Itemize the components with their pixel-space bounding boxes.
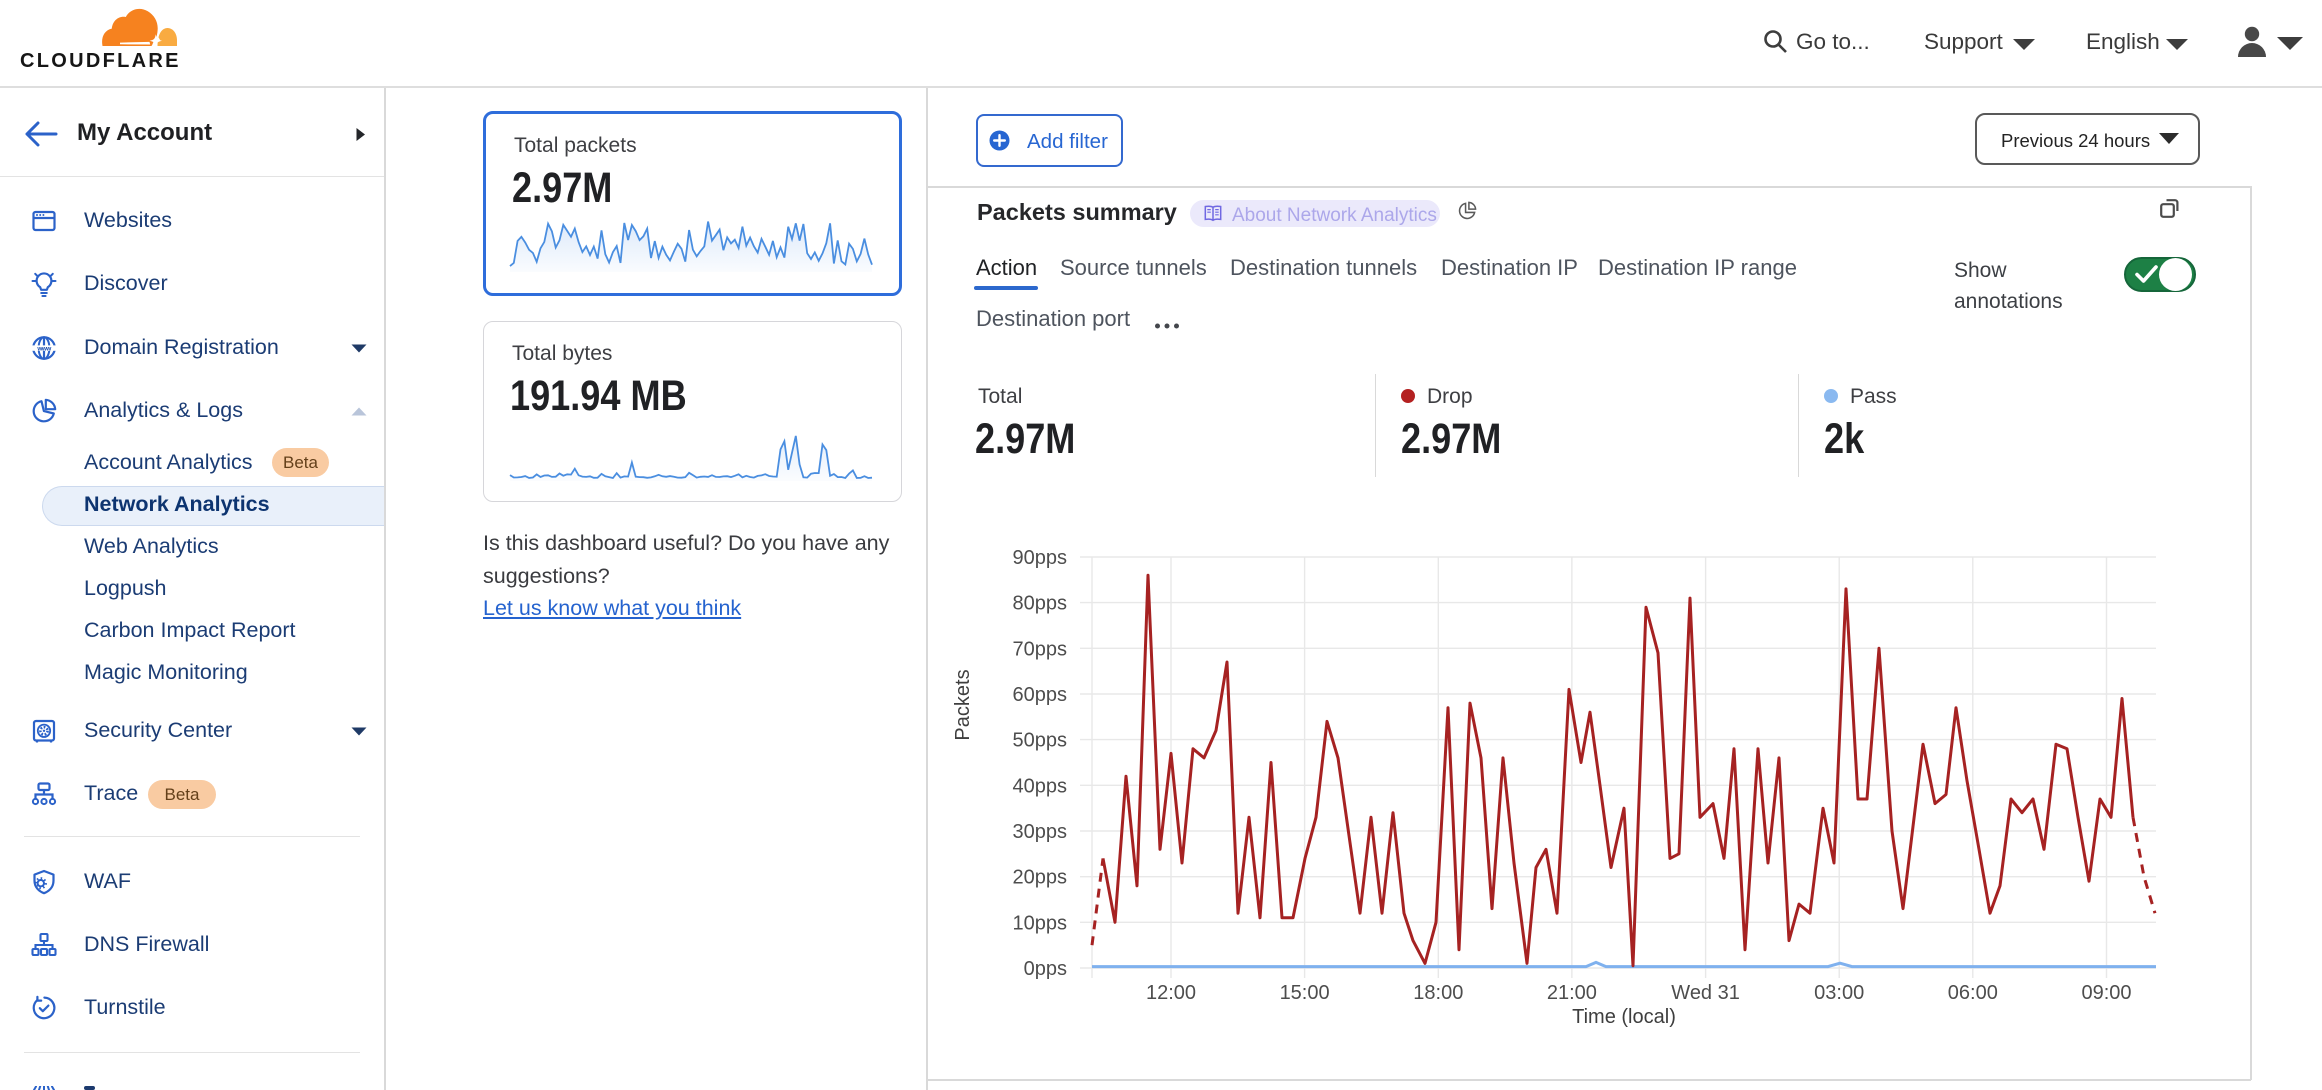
- svg-text:20pps: 20pps: [1013, 867, 1068, 889]
- svg-text:30pps: 30pps: [1013, 821, 1068, 843]
- svg-text:70pps: 70pps: [1013, 638, 1068, 660]
- svg-text:Time (local): Time (local): [1572, 1006, 1676, 1028]
- svg-text:Packets: Packets: [952, 669, 974, 740]
- svg-text:06:00: 06:00: [1948, 982, 1998, 1004]
- svg-text:90pps: 90pps: [1013, 547, 1068, 569]
- svg-text:www: www: [36, 345, 52, 352]
- svg-text:40pps: 40pps: [1013, 775, 1068, 797]
- svg-text:15:00: 15:00: [1280, 982, 1330, 1004]
- svg-text:80pps: 80pps: [1013, 593, 1068, 615]
- svg-text:09:00: 09:00: [2081, 982, 2131, 1004]
- svg-text:0pps: 0pps: [1024, 958, 1067, 980]
- svg-text:10pps: 10pps: [1013, 912, 1068, 934]
- svg-text:03:00: 03:00: [1814, 982, 1864, 1004]
- svg-text:21:00: 21:00: [1547, 982, 1597, 1004]
- svg-text:Wed 31: Wed 31: [1671, 982, 1740, 1004]
- svg-text:50pps: 50pps: [1013, 730, 1068, 752]
- svg-text:12:00: 12:00: [1146, 982, 1196, 1004]
- svg-text:18:00: 18:00: [1413, 982, 1463, 1004]
- svg-text:60pps: 60pps: [1013, 684, 1068, 706]
